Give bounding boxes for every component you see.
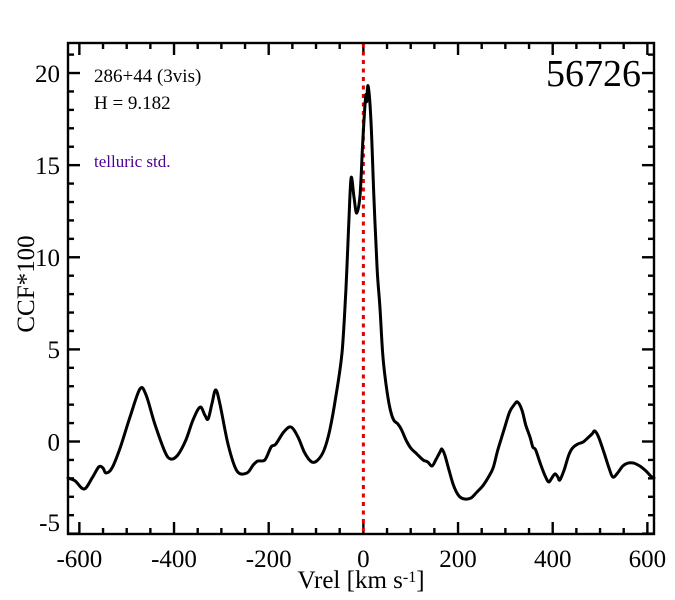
x-tick-label: -600 xyxy=(56,546,102,573)
x-tick-label: -400 xyxy=(151,546,197,573)
h-magnitude-label: H = 9.182 xyxy=(94,93,171,114)
y-tick-label: 0 xyxy=(48,429,61,456)
x-axis-title-post: ] xyxy=(416,567,425,594)
y-tick-label: 5 xyxy=(48,337,61,364)
y-tick-label: 20 xyxy=(35,61,60,88)
target-id-label: 286+44 (3vis) xyxy=(94,66,202,87)
y-tick-label: 15 xyxy=(35,153,60,180)
ccf-curve xyxy=(66,84,656,501)
x-axis-title-pre: Vrel [km s xyxy=(297,567,403,594)
tick-labels: -600 -400 -200 0 200 400 600 -5 0 5 10 15 20 xyxy=(35,61,666,573)
x-axis-title: Vrel [km s-1] xyxy=(297,567,424,595)
x-tick-label: 0 xyxy=(357,546,370,573)
x-tick-label: 600 xyxy=(629,546,667,573)
x-tick-label: 200 xyxy=(439,546,477,573)
plot-frame xyxy=(66,41,656,536)
y-tick-label: -5 xyxy=(39,510,60,537)
x-axis-title-sup: -1 xyxy=(402,569,417,586)
mjd-label: 56726 xyxy=(546,53,641,95)
y-tick-label: 10 xyxy=(35,245,60,272)
x-tick-label: -200 xyxy=(246,546,292,573)
telluric-note-label: telluric std. xyxy=(94,152,171,171)
y-axis-title: CCF*100 xyxy=(13,235,40,333)
x-tick-label: 400 xyxy=(534,546,572,573)
